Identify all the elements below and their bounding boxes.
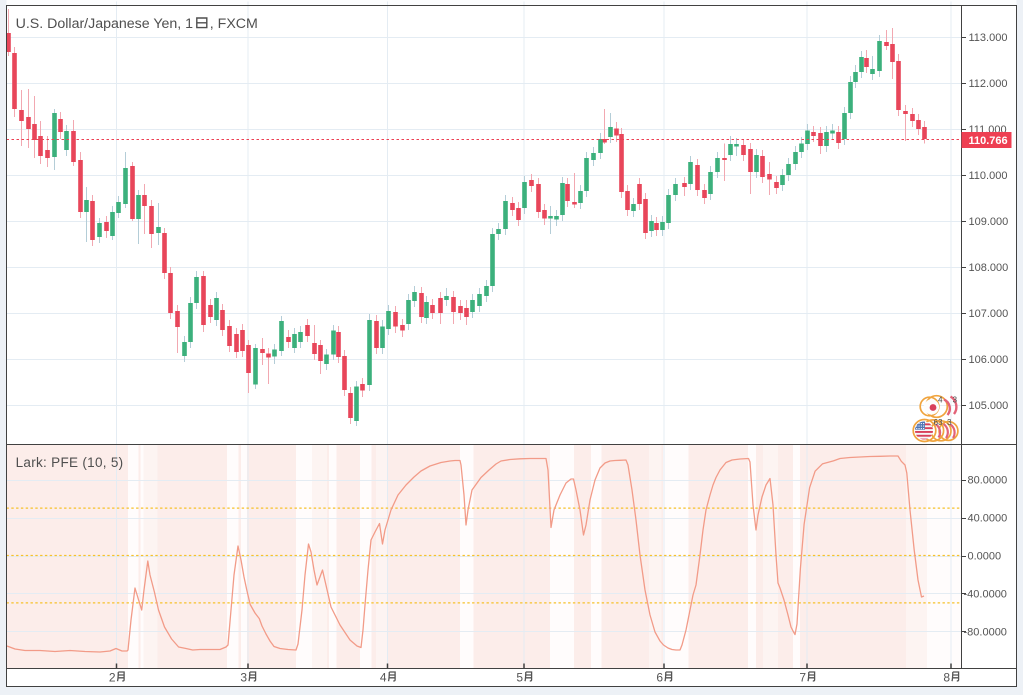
- svg-text:80.0000: 80.0000: [968, 475, 1008, 487]
- svg-text:106.000: 106.000: [969, 354, 1009, 366]
- svg-text:5: 5: [516, 671, 523, 685]
- svg-text:8: 8: [943, 671, 950, 685]
- svg-text:7: 7: [799, 671, 806, 685]
- svg-text:108.000: 108.000: [969, 262, 1009, 274]
- svg-text:112.000: 112.000: [969, 78, 1008, 90]
- svg-text:63: 63: [934, 418, 944, 427]
- svg-text:, FXCM: , FXCM: [210, 16, 258, 32]
- svg-text:3: 3: [240, 671, 247, 685]
- svg-text:3: 3: [947, 418, 952, 427]
- svg-text:107.000: 107.000: [969, 308, 1009, 320]
- svg-text:4: 4: [380, 671, 387, 685]
- svg-text:-80.0000: -80.0000: [964, 626, 1007, 638]
- svg-text:6: 6: [656, 671, 663, 685]
- svg-text:Lark: PFE (10, 5): Lark: PFE (10, 5): [16, 455, 124, 470]
- svg-text:U.S. Dollar/Japanese Yen, 1: U.S. Dollar/Japanese Yen, 1: [16, 16, 194, 32]
- svg-text:40.0000: 40.0000: [968, 513, 1008, 525]
- svg-text:-40.0000: -40.0000: [964, 588, 1007, 600]
- svg-text:109.000: 109.000: [969, 216, 1009, 228]
- svg-text:110.000: 110.000: [969, 170, 1008, 182]
- svg-text:105.000: 105.000: [969, 400, 1009, 412]
- svg-text:113.000: 113.000: [969, 32, 1008, 44]
- svg-text:3: 3: [953, 396, 958, 405]
- svg-text:4: 4: [938, 396, 943, 405]
- svg-text:2: 2: [109, 671, 116, 685]
- svg-text:0.0000: 0.0000: [968, 551, 1002, 563]
- svg-text:110.766: 110.766: [969, 135, 1008, 147]
